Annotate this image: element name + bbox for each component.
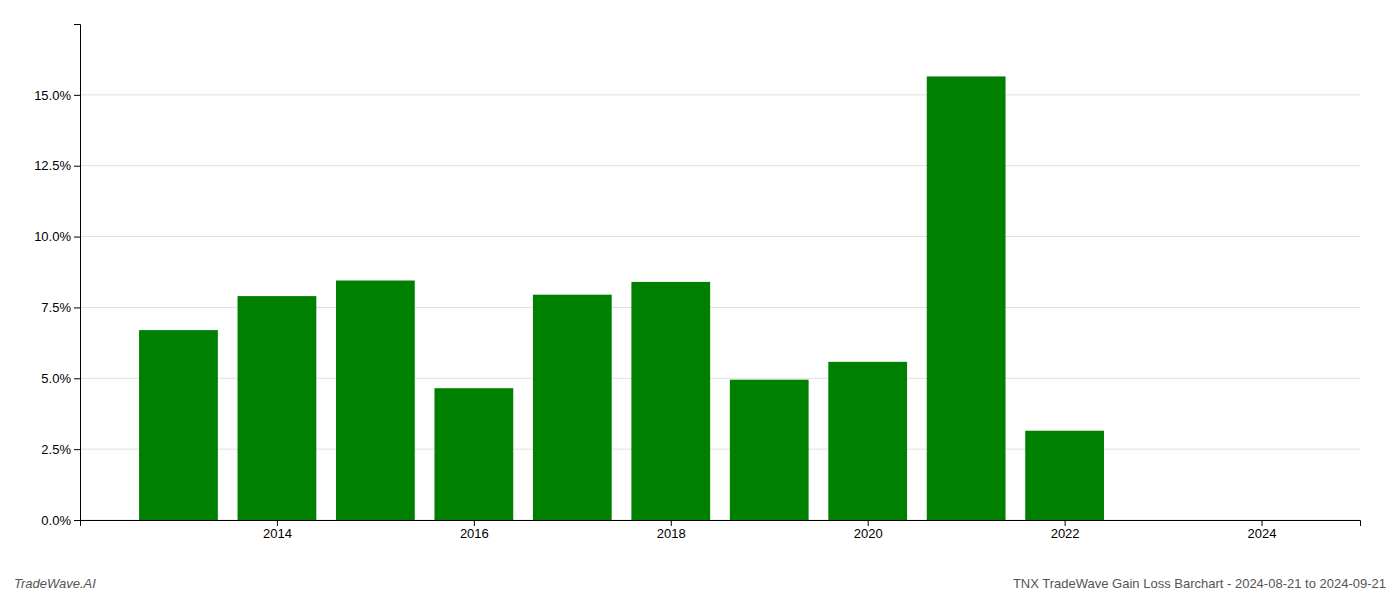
x-tick-mark (671, 520, 672, 526)
x-tick-label: 2022 (1051, 526, 1080, 541)
y-tick-label: 10.0% (34, 229, 71, 244)
bar (828, 362, 907, 520)
x-tick-label: 2016 (460, 526, 489, 541)
x-tick: 2022 (1051, 520, 1080, 541)
y-tick-mark (74, 449, 80, 450)
bar (238, 296, 317, 520)
footer-left: TradeWave.AI (14, 576, 96, 591)
x-tick-mark (1065, 520, 1066, 526)
y-tick-label: 12.5% (34, 158, 71, 173)
bar (1025, 431, 1104, 520)
x-tick-mark (474, 520, 475, 526)
y-axis-line (74, 25, 81, 521)
bar (139, 330, 218, 520)
y-tick-mark (74, 166, 80, 167)
x-tick: 2014 (263, 520, 292, 541)
bar (927, 76, 1006, 520)
grid-line (80, 165, 1360, 166)
x-tick: 2024 (1248, 520, 1277, 541)
y-tick-label: 2.5% (41, 442, 71, 457)
y-tick-label: 5.0% (41, 371, 71, 386)
y-tick-mark (74, 520, 80, 521)
grid-line (80, 236, 1360, 237)
grid-line (80, 94, 1360, 95)
y-tick: 10.0% (34, 229, 80, 244)
bar (730, 380, 809, 520)
x-tick-mark (868, 520, 869, 526)
y-tick: 7.5% (41, 300, 80, 315)
y-tick-label: 0.0% (41, 513, 71, 528)
bar (631, 282, 710, 520)
x-tick-label: 2018 (657, 526, 686, 541)
x-axis: 2014 2016 2018 2020 2022 2024 (81, 520, 1361, 541)
chart: 2014 2016 2018 2020 2022 2024 0.0% 2.5% 5.0% 7.5%… (0, 0, 1400, 600)
grid (80, 95, 1360, 520)
y-tick: 12.5% (34, 158, 80, 173)
y-tick-label: 7.5% (41, 300, 71, 315)
bar (336, 281, 415, 520)
x-tick: 2018 (657, 520, 686, 541)
y-tick-mark (74, 95, 80, 96)
footer-right: TNX TradeWave Gain Loss Barchart - 2024-… (1013, 576, 1386, 591)
x-tick: 2020 (854, 520, 883, 541)
y-tick: 5.0% (41, 371, 80, 386)
x-axis-line (81, 521, 1361, 527)
x-tick-label: 2020 (854, 526, 883, 541)
x-tick: 2016 (460, 520, 489, 541)
x-tick-mark (277, 520, 278, 526)
bar (533, 295, 612, 520)
x-tick-label: 2014 (263, 526, 292, 541)
y-tick: 2.5% (41, 442, 80, 457)
bars (139, 76, 1104, 520)
y-tick: 15.0% (34, 88, 80, 103)
bar (434, 388, 513, 520)
y-tick-mark (74, 378, 80, 379)
y-axis: 0.0% 2.5% 5.0% 7.5% 10.0% 12.5% 15.0% (34, 25, 80, 528)
y-tick-label: 15.0% (34, 88, 71, 103)
x-tick-mark (1262, 520, 1263, 526)
x-tick-label: 2024 (1248, 526, 1277, 541)
y-tick-mark (74, 237, 80, 238)
y-tick: 0.0% (41, 513, 80, 528)
y-tick-mark (74, 307, 80, 308)
plot: 2014 2016 2018 2020 2022 2024 0.0% 2.5% 5.0% 7.5%… (34, 25, 1360, 542)
